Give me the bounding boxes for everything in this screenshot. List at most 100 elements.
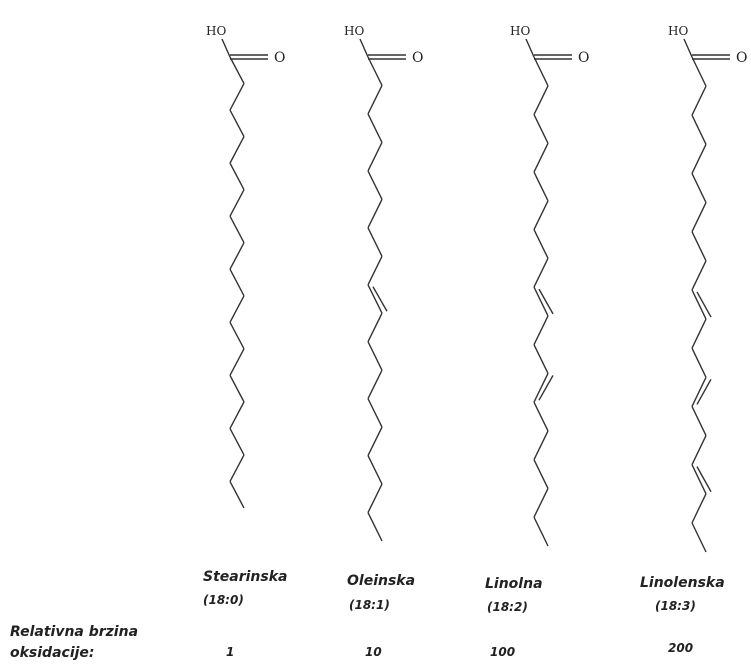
bond-stearinska-c-oh: [221, 38, 231, 58]
bond-linolna-c6: [533, 200, 549, 230]
bond-linolna-c9: [533, 286, 549, 317]
bond-linolenska-c3: [691, 114, 707, 145]
bond-stearinska-c5: [229, 162, 245, 190]
bond-oleinska-c6: [367, 199, 383, 229]
bond-stearinska-c17: [229, 481, 245, 509]
double-bond-linolna-c12: [538, 375, 554, 401]
bond-oleinska-c16: [367, 483, 383, 513]
bond-linolenska-c17: [691, 522, 707, 553]
bond-linolna-c10: [533, 315, 549, 345]
oxidation-rate-label: Relativna brzina oksidacije:: [10, 622, 138, 664]
double-bond-linolenska-c9: [696, 291, 712, 318]
bond-linolenska-c14: [691, 435, 707, 465]
bond-linolenska-c16: [691, 493, 707, 524]
oxygen-label-oleinska: O: [412, 50, 423, 66]
double-bond-linolna-c9: [538, 288, 554, 315]
bond-stearinska-c15: [229, 428, 245, 456]
bond-linolna-c3: [533, 114, 549, 144]
bond-linolenska-c9: [691, 289, 707, 320]
bond-linolna-c14: [533, 430, 549, 461]
rate-value-linolenska: 200: [668, 641, 694, 655]
acid-ratio-stearinska: (18:0): [203, 593, 244, 607]
acid-ratio-oleinska: (18:1): [349, 598, 390, 612]
bond-oleinska-c14: [367, 426, 383, 456]
bond-stearinska-c12: [229, 348, 245, 376]
bond-linolna-c16: [533, 488, 549, 518]
double-bond-oleinska-c9: [372, 286, 388, 312]
rate-value-stearinska: 1: [226, 645, 235, 659]
bond-oleinska-c15: [367, 455, 383, 485]
bond-oleinska-c7: [367, 227, 383, 257]
oxygen-label-stearinska: O: [274, 50, 285, 66]
bond-linolna-c11: [533, 344, 549, 374]
bond-oleinska-c4: [367, 142, 383, 172]
bond-linolenska-c10: [691, 318, 707, 349]
bond-linolna-c12: [533, 373, 549, 403]
bond-oleinska-c10: [367, 312, 383, 343]
oxidation-rate-label-line2: oksidacije:: [10, 645, 95, 661]
bond-linolenska-c12: [691, 376, 707, 407]
bond-oleinska-c2: [367, 85, 383, 115]
bond-stearinska-c2: [229, 83, 245, 111]
double-bond-linolenska-c12: [696, 378, 712, 405]
bond-stearinska-c7: [229, 215, 245, 244]
bond-oleinska-c17: [367, 512, 383, 542]
oxygen-label-linolna: O: [578, 50, 589, 66]
hydroxyl-label-oleinska: HO: [344, 24, 364, 38]
bond-stearinska-c1: [229, 56, 245, 84]
hydroxyl-label-linolna: HO: [510, 24, 530, 38]
bond-linolenska-c13: [691, 406, 707, 436]
bond-linolna-c-oh: [525, 38, 535, 58]
bond-linolenska-c6: [691, 202, 707, 233]
bond-oleinska-c3: [367, 113, 383, 143]
bond-stearinska-c16: [229, 454, 245, 482]
bond-oleinska-c11: [367, 341, 383, 371]
bond-oleinska-c12: [367, 369, 383, 399]
acid-name-linolna: Linolna: [485, 576, 543, 592]
acid-ratio-linolna: (18:2): [487, 600, 528, 614]
bond-linolna-c2: [533, 85, 549, 115]
bond-oleinska-c8: [367, 255, 383, 286]
double-bond-linolenska-c15: [696, 466, 712, 493]
oxygen-label-linolenska: O: [736, 50, 747, 66]
bond-stearinska-c9: [229, 268, 245, 297]
bond-linolenska-c8: [691, 260, 707, 291]
bond-linolenska-c5: [691, 173, 707, 203]
bond-linolna-c4: [533, 142, 549, 173]
bond-linolenska-c1: [691, 56, 707, 87]
bond-oleinska-c13: [367, 398, 383, 428]
bond-stearinska-c8: [229, 242, 245, 270]
bond-linolenska-c15: [691, 464, 707, 495]
bond-linolenska-c4: [691, 144, 707, 174]
bond-linolenska-c11: [691, 347, 707, 378]
rate-value-linolna: 100: [490, 645, 516, 659]
bond-stearinska-c4: [229, 136, 245, 164]
acid-name-stearinska: Stearinska: [203, 569, 288, 585]
bond-linolna-c13: [533, 401, 549, 432]
bond-stearinska-c3: [229, 109, 245, 137]
bond-oleinska-c9: [367, 284, 383, 314]
bond-linolna-c1: [533, 56, 549, 87]
rate-value-oleinska: 10: [365, 645, 382, 659]
acid-ratio-linolenska: (18:3): [655, 599, 696, 613]
bond-stearinska-c14: [229, 401, 245, 429]
bond-oleinska-c5: [367, 170, 383, 200]
bond-oleinska-c1: [367, 56, 383, 86]
bond-linolna-c17: [533, 516, 549, 547]
bond-linolna-c8: [533, 258, 549, 288]
hydroxyl-label-linolenska: HO: [668, 24, 688, 38]
bond-stearinska-c11: [229, 321, 245, 350]
bond-linolenska-c2: [691, 85, 707, 116]
bond-linolenska-c7: [691, 231, 707, 262]
bond-linolna-c5: [533, 171, 549, 202]
bond-linolenska-c-oh: [683, 38, 693, 58]
bond-stearinska-c6: [229, 189, 245, 217]
acid-name-linolenska: Linolenska: [640, 575, 725, 591]
bond-stearinska-c13: [229, 375, 245, 403]
bond-linolna-c15: [533, 459, 549, 489]
bond-oleinska-c-oh: [359, 38, 369, 58]
oxidation-rate-label-line1: Relativna brzina: [10, 624, 139, 640]
bond-linolna-c7: [533, 229, 549, 259]
